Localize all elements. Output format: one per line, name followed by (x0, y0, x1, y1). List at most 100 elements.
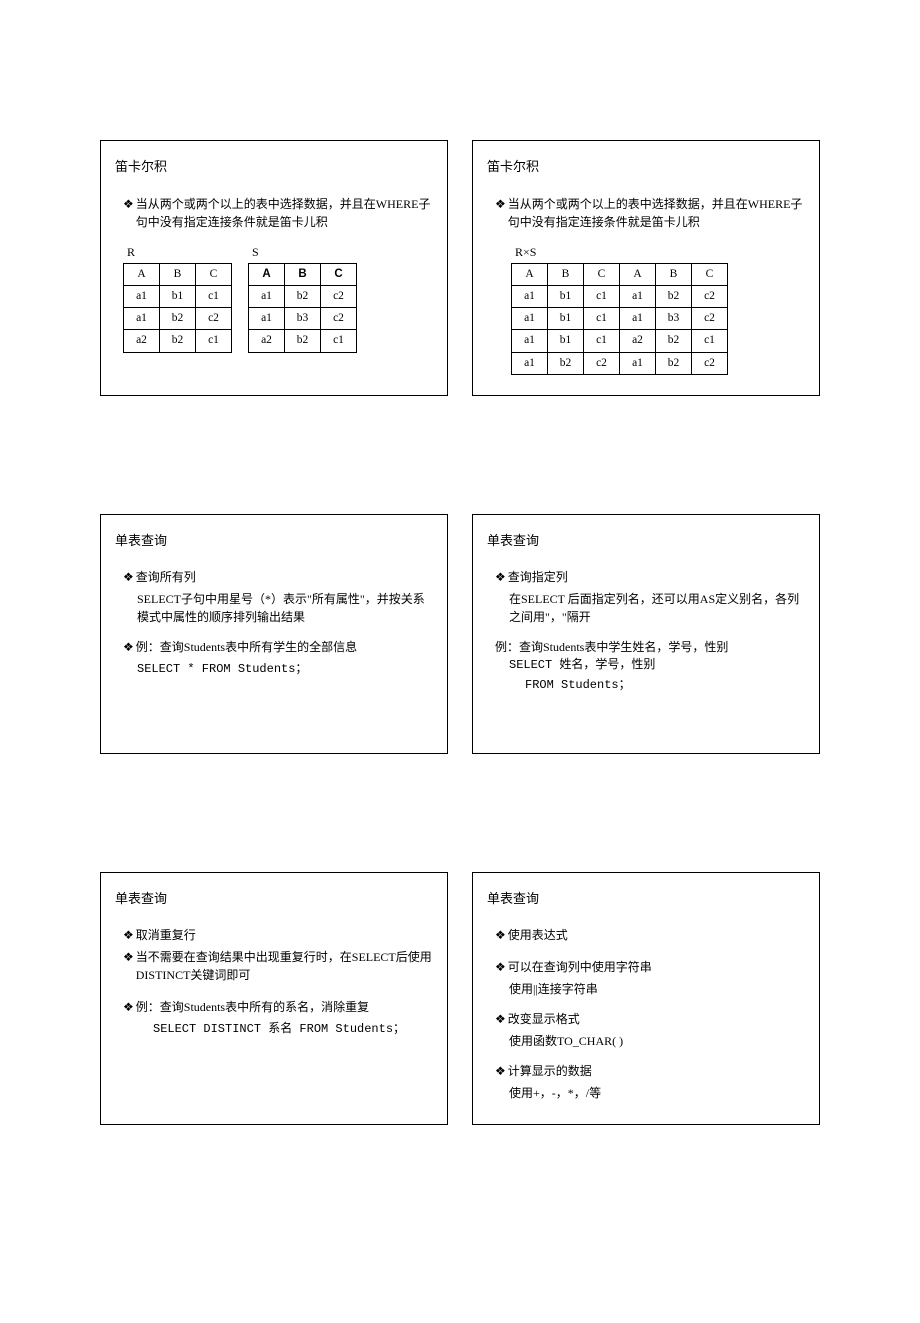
bullet-marker-icon: ❖ (495, 958, 506, 976)
table-s-block: S A B C a1 b2 c2 a1 b3 c2 (248, 243, 357, 353)
bullet-item: ❖ 查询指定列 (487, 568, 805, 586)
table-cell: b2 (160, 330, 196, 352)
bullet-item: ❖ 可以在查询列中使用字符串 (487, 958, 805, 976)
table-cell: c2 (692, 285, 728, 307)
slide-single-query-3: 单表查询 ❖ 取消重复行 ❖ 当不需要在查询结果中出现重复行时，在SELECT后… (100, 872, 448, 1126)
table-header-row: A B C A B C (512, 263, 728, 285)
table-row: a1 b1 c1 a1 b3 c2 (512, 308, 728, 330)
indent-text: 使用||连接字符串 (487, 980, 805, 998)
table-cell: b2 (160, 308, 196, 330)
slide-cartesian-2: 笛卡尔积 ❖ 当从两个或两个以上的表中选择数据，并且在WHERE子句中没有指定连… (472, 140, 820, 396)
table-cell: b1 (548, 285, 584, 307)
table-cell: c2 (321, 308, 357, 330)
table-header: B (160, 263, 196, 285)
table-header: B (285, 263, 321, 285)
bullet-text: 可以在查询列中使用字符串 (508, 958, 805, 976)
bullet-text: 取消重复行 (136, 926, 433, 944)
bullet-text: 例：查询Students表中所有的系名，消除重复 (136, 998, 433, 1016)
bullet-item: ❖ 使用表达式 (487, 926, 805, 944)
table-cell: b1 (548, 308, 584, 330)
bullet-marker-icon: ❖ (123, 568, 134, 586)
bullet-text: 例：查询Students表中所有学生的全部信息 (136, 638, 433, 656)
table-cell: a2 (620, 330, 656, 352)
table-cell: a1 (620, 308, 656, 330)
table-header: B (548, 263, 584, 285)
bullet-marker-icon: ❖ (495, 926, 506, 944)
table-header: A (512, 263, 548, 285)
table-label-rxs: R×S (511, 243, 805, 261)
table-cell: c1 (321, 330, 357, 352)
table-cell: a1 (620, 285, 656, 307)
table-row: a1 b2 c2 (124, 308, 232, 330)
bullet-item: ❖ 当不需要在查询结果中出现重复行时，在SELECT后使用DISTINCT关键词… (115, 948, 433, 984)
bullet-text: 改变显示格式 (508, 1010, 805, 1028)
table-header-row: A B C (124, 263, 232, 285)
code-line: SELECT * FROM Students； (115, 660, 433, 678)
table-row: a1 b3 c2 (249, 308, 357, 330)
code-line: SELECT 姓名，学号，性别 (487, 656, 805, 674)
table-cell: c1 (196, 330, 232, 352)
table-header: B (656, 263, 692, 285)
table-rxs-block: R×S A B C A B C a1 b1 c1 a1 b2 c2 (511, 243, 805, 375)
slide-cartesian-1: 笛卡尔积 ❖ 当从两个或两个以上的表中选择数据，并且在WHERE子句中没有指定连… (100, 140, 448, 396)
table-cell: b2 (548, 352, 584, 374)
table-cell: c2 (321, 285, 357, 307)
bullet-item: ❖ 例：查询Students表中所有学生的全部信息 (115, 638, 433, 656)
table-cell: a1 (124, 285, 160, 307)
table-cell: a1 (124, 308, 160, 330)
table-cell: a1 (249, 285, 285, 307)
bullet-item: ❖ 查询所有列 (115, 568, 433, 586)
table-cell: a1 (512, 330, 548, 352)
table-cell: b3 (285, 308, 321, 330)
table-cell: b2 (656, 330, 692, 352)
table-header: C (584, 263, 620, 285)
table-header: A (124, 263, 160, 285)
bullet-text: 当不需要在查询结果中出现重复行时，在SELECT后使用DISTINCT关键词即可 (136, 948, 433, 984)
table-cell: a2 (249, 330, 285, 352)
table-row: a1 b1 c1 a1 b2 c2 (512, 285, 728, 307)
bullet-marker-icon: ❖ (495, 568, 506, 586)
table-cell: b1 (548, 330, 584, 352)
indent-text: SELECT子句中用星号（*）表示"所有属性"，并按关系模式中属性的顺序排列输出… (115, 590, 433, 626)
slide-title: 笛卡尔积 (115, 157, 433, 177)
bullet-item: ❖ 当从两个或两个以上的表中选择数据，并且在WHERE子句中没有指定连接条件就是… (487, 195, 805, 231)
table-cell: c2 (584, 352, 620, 374)
slide-title: 单表查询 (487, 531, 805, 551)
table-cell: a1 (512, 352, 548, 374)
table-r: A B C a1 b1 c1 a1 b2 c2 a2 (123, 263, 232, 353)
table-row: a1 b1 c1 a2 b2 c1 (512, 330, 728, 352)
slides-row-1: 笛卡尔积 ❖ 当从两个或两个以上的表中选择数据，并且在WHERE子句中没有指定连… (100, 140, 820, 396)
table-label-s: S (248, 243, 357, 261)
table-header: C (196, 263, 232, 285)
bullet-text: 查询指定列 (508, 568, 805, 586)
tables-container: R A B C a1 b1 c1 a1 b2 c2 (115, 243, 433, 353)
table-rxs: A B C A B C a1 b1 c1 a1 b2 c2 a1 b (511, 263, 728, 375)
table-cell: c2 (196, 308, 232, 330)
table-cell: c1 (584, 308, 620, 330)
table-row: a1 b2 c2 a1 b2 c2 (512, 352, 728, 374)
bullet-item: ❖ 当从两个或两个以上的表中选择数据，并且在WHERE子句中没有指定连接条件就是… (115, 195, 433, 231)
table-header: C (321, 263, 357, 285)
bullet-marker-icon: ❖ (495, 195, 506, 231)
table-header-row: A B C (249, 263, 357, 285)
table-cell: c2 (692, 352, 728, 374)
slide-title: 单表查询 (487, 889, 805, 909)
table-label-r: R (123, 243, 232, 261)
table-cell: b2 (285, 330, 321, 352)
table-cell: c1 (196, 285, 232, 307)
table-cell: c1 (584, 330, 620, 352)
bullet-text: 计算显示的数据 (508, 1062, 805, 1080)
bullet-item: ❖ 例：查询Students表中所有的系名，消除重复 (115, 998, 433, 1016)
table-cell: b1 (160, 285, 196, 307)
bullet-marker-icon: ❖ (495, 1010, 506, 1028)
indent-text: 使用函数TO_CHAR( ) (487, 1032, 805, 1050)
bullet-marker-icon: ❖ (123, 998, 134, 1016)
table-cell: a1 (512, 285, 548, 307)
table-cell: a1 (620, 352, 656, 374)
table-cell: a1 (512, 308, 548, 330)
bullet-text: 查询所有列 (136, 568, 433, 586)
table-cell: a2 (124, 330, 160, 352)
bullet-marker-icon: ❖ (123, 926, 134, 944)
slide-single-query-2: 单表查询 ❖ 查询指定列 在SELECT 后面指定列名，还可以用AS定义别名，各… (472, 514, 820, 754)
bullet-item: ❖ 计算显示的数据 (487, 1062, 805, 1080)
